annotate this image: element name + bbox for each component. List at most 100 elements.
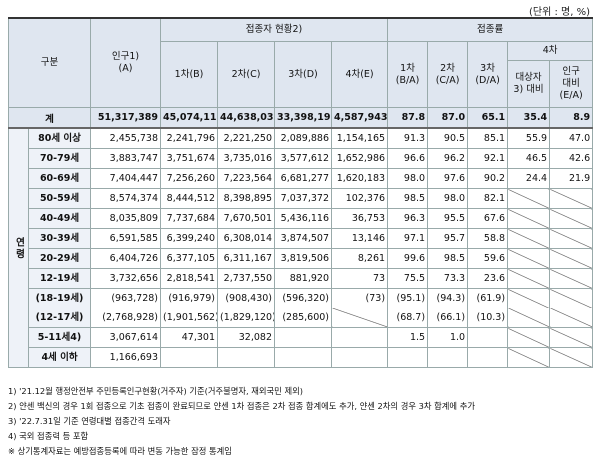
cell: 98.0 bbox=[387, 168, 429, 189]
cell: 97.1 bbox=[387, 228, 429, 249]
cell: 58.8 bbox=[467, 228, 509, 249]
cell: (285,600) bbox=[274, 308, 333, 328]
header-cell: 대상자 3) 대비 bbox=[507, 60, 551, 108]
footnote: 3) '22.7.31일 기준 연령대별 접종간격 도래자 bbox=[8, 416, 171, 426]
cell: (94.3) bbox=[427, 288, 469, 308]
cell: 7,737,684 bbox=[160, 208, 219, 229]
cell: 1,154,165 bbox=[331, 127, 389, 149]
empty-cell bbox=[160, 347, 219, 368]
cell: 87.8 bbox=[387, 107, 429, 129]
table-row: 50-59세 8,574,374 8,444,512 8,398,895 7,037,3… bbox=[9, 188, 594, 209]
cell: 98.5 bbox=[427, 248, 469, 269]
cell: 47.0 bbox=[549, 127, 594, 149]
empty-cell bbox=[549, 208, 594, 229]
table-row: 60-69세 7,404,447 7,256,260 7,223,564 6,681,2… bbox=[9, 168, 594, 189]
row-label: 4세 이하 bbox=[27, 347, 92, 368]
cell: 8,444,512 bbox=[160, 188, 219, 209]
row-label: 60-69세 bbox=[27, 168, 92, 189]
table-row: (18-19세) (963,728) (916,979) (908,430) (596,… bbox=[9, 288, 594, 308]
cell: 13,146 bbox=[331, 228, 389, 249]
cell: 98.5 bbox=[387, 188, 429, 209]
header-cell: 3차 (D/A) bbox=[467, 41, 509, 108]
empty-cell bbox=[549, 248, 594, 269]
cell: 73.3 bbox=[427, 268, 469, 289]
header-cell: 4차(E) bbox=[331, 41, 389, 108]
header-cell: 2차(C) bbox=[217, 41, 276, 108]
cell: 35.4 bbox=[507, 107, 551, 129]
table-row: 계 51,317,389 45,074,113 44,638,039 33,398,19… bbox=[7, 107, 594, 129]
unit: (단위 : 명, %) bbox=[529, 7, 590, 18]
cell: 6,681,277 bbox=[274, 168, 333, 189]
table-row: (12-17세) (2,768,928) (1,901,562) (1,829,120… bbox=[9, 308, 594, 328]
empty-cell bbox=[427, 347, 469, 368]
cell: 2,221,250 bbox=[217, 127, 276, 149]
cell: 5,436,116 bbox=[274, 208, 333, 229]
cell: 1.0 bbox=[427, 327, 469, 348]
cell: 21.9 bbox=[549, 168, 594, 189]
cell: 3,732,656 bbox=[90, 268, 162, 289]
cell: 65.1 bbox=[467, 107, 509, 129]
row-label: 5-11세4) bbox=[27, 327, 92, 348]
cell: 7,256,260 bbox=[160, 168, 219, 189]
cell: (908,430) bbox=[217, 288, 276, 308]
cell: 59.6 bbox=[467, 248, 509, 269]
table-row: 30-39세 6,591,585 6,399,240 6,308,014 3,874,5… bbox=[9, 228, 594, 249]
header-cell: 구분 bbox=[7, 17, 92, 108]
cell: 3,577,612 bbox=[274, 148, 333, 169]
cell: 1,620,183 bbox=[331, 168, 389, 189]
cell: 2,455,738 bbox=[90, 127, 162, 149]
cell: 96.2 bbox=[427, 148, 469, 169]
cell: 4,587,943 bbox=[331, 107, 389, 129]
table-row: 4세 이하 1,166,693 bbox=[9, 347, 594, 368]
cell: 91.3 bbox=[387, 127, 429, 149]
cell: 102,376 bbox=[331, 188, 389, 209]
cell: (73) bbox=[331, 288, 389, 308]
empty-cell bbox=[331, 308, 389, 328]
cell: (596,320) bbox=[274, 288, 333, 308]
cell: (916,979) bbox=[160, 288, 219, 308]
empty-cell bbox=[507, 347, 551, 368]
cell: (2,768,928) bbox=[90, 308, 162, 328]
table-row: 40-49세 8,035,809 7,737,684 7,670,501 5,436,1… bbox=[9, 208, 594, 229]
empty-cell bbox=[507, 248, 551, 269]
cell: 3,067,614 bbox=[90, 327, 162, 348]
empty-cell bbox=[549, 228, 594, 249]
cell: 82.1 bbox=[467, 188, 509, 209]
cell: 2,818,541 bbox=[160, 268, 219, 289]
cell: 8,398,895 bbox=[217, 188, 276, 209]
table-row: 20-29세 6,404,726 6,377,105 6,311,167 3,819,5… bbox=[9, 248, 594, 269]
cell: 7,404,447 bbox=[90, 168, 162, 189]
cell: 3,874,507 bbox=[274, 228, 333, 249]
cell: 92.1 bbox=[467, 148, 509, 169]
cell: 6,399,240 bbox=[160, 228, 219, 249]
header-cell: 2차 (C/A) bbox=[427, 41, 469, 108]
cell: 85.1 bbox=[467, 127, 509, 149]
empty-cell bbox=[507, 208, 551, 229]
table-row: 연령 80세 이상 2,455,738 2,241,796 2,221,250 2,089… bbox=[8, 127, 594, 368]
footnote: 1) '21.12월 행정안전부 주민등록인구현황(거주자) 기준(거주불명자,… bbox=[8, 386, 303, 396]
cell: 8,261 bbox=[331, 248, 389, 269]
empty-cell bbox=[549, 308, 594, 328]
empty-cell bbox=[331, 347, 389, 368]
cell: 87.0 bbox=[427, 107, 469, 129]
cell: 8.9 bbox=[549, 107, 594, 129]
cell: 47,301 bbox=[160, 327, 219, 348]
cell: 97.6 bbox=[427, 168, 469, 189]
cell: 3,883,747 bbox=[90, 148, 162, 169]
cell: 8,574,374 bbox=[90, 188, 162, 209]
footnote: ※ 상기통계자료는 예방접종등록에 따라 변동 가능한 잠정 통계임 bbox=[8, 446, 232, 456]
row-label: 40-49세 bbox=[27, 208, 92, 229]
footnote: 4) 국외 접종력 등 포함 bbox=[8, 431, 89, 441]
header-cell: 접종률 bbox=[387, 17, 594, 42]
cell: 2,089,886 bbox=[274, 127, 333, 149]
header-cell: 3차(D) bbox=[274, 41, 333, 108]
row-label: (12-17세) bbox=[27, 308, 92, 328]
cell: 24.4 bbox=[507, 168, 551, 189]
cell: 90.5 bbox=[427, 127, 469, 149]
cell: 2,241,796 bbox=[160, 127, 219, 149]
empty-cell bbox=[507, 228, 551, 249]
cell: 90.2 bbox=[467, 168, 509, 189]
cell: (61.9) bbox=[467, 288, 509, 308]
header-cell: 접종자 현황2) bbox=[160, 17, 389, 42]
empty-cell bbox=[507, 268, 551, 289]
